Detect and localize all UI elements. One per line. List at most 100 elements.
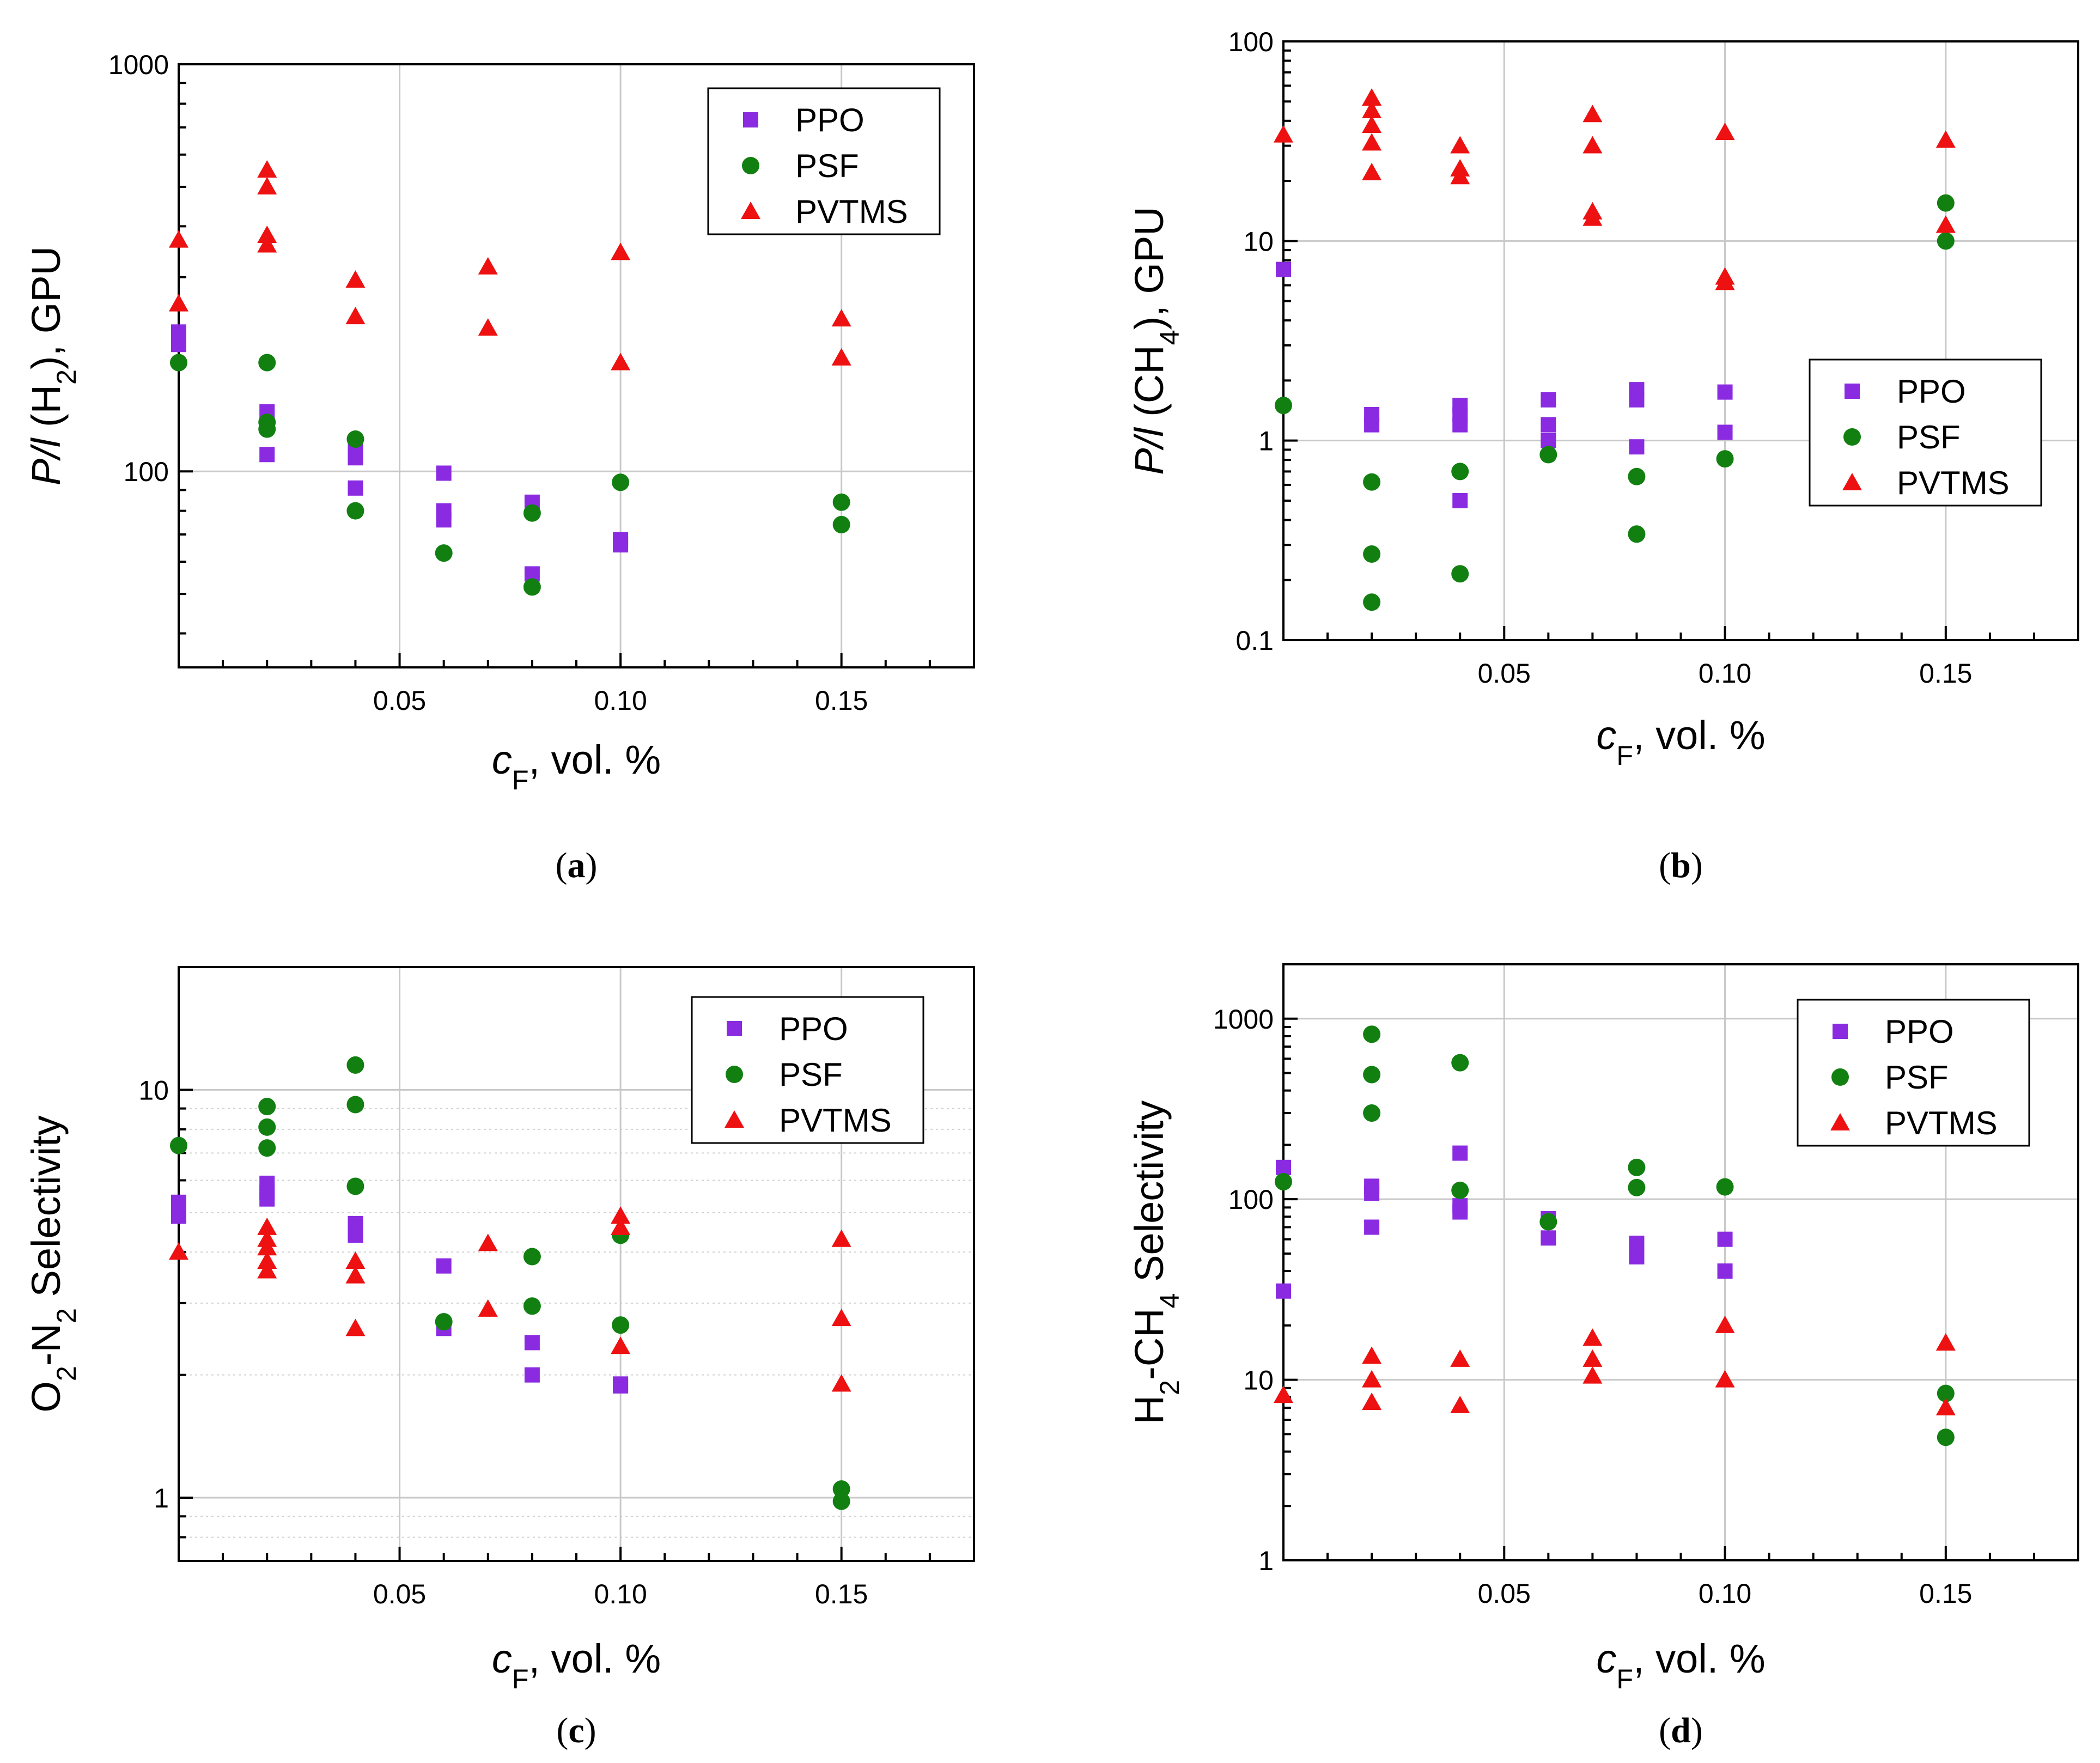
- x-tick-label: 0.10: [594, 685, 647, 716]
- data-point-psf: [258, 420, 276, 438]
- data-point-psf: [346, 502, 364, 520]
- data-point-psf: [170, 1136, 187, 1154]
- data-point-psf: [1937, 1428, 1955, 1446]
- panel-a: 0.05 0.10 0.15 100 1000 cF, vol. % P/l (H2), G…: [23, 50, 975, 885]
- data-point-pvtms: [1362, 88, 1382, 106]
- data-point-ppo: [1452, 1204, 1468, 1220]
- data-point-pvtms: [1582, 105, 1603, 123]
- y-tick-label: 10: [138, 1075, 169, 1105]
- legend-marker-psf: [1831, 1068, 1849, 1086]
- data-point-psf: [258, 1139, 276, 1157]
- data-point-pvtms: [257, 1217, 277, 1235]
- legend-marker-ppo: [1833, 1024, 1848, 1039]
- y-tick-label: 1: [1258, 1546, 1274, 1576]
- data-point-psf: [1539, 446, 1557, 464]
- data-point-ppo: [1541, 433, 1556, 448]
- data-point-ppo: [1452, 417, 1468, 433]
- data-point-ppo: [1452, 493, 1468, 508]
- data-point-psf: [1628, 1158, 1646, 1176]
- data-point-pvtms: [1935, 1397, 1956, 1415]
- data-point-ppo: [436, 1258, 452, 1274]
- data-point-pvtms: [1362, 133, 1382, 151]
- data-point-psf: [523, 1248, 541, 1266]
- x-tick-label: 0.10: [594, 1579, 647, 1609]
- data-point-pvtms: [1935, 1333, 1956, 1351]
- data-point-psf: [1937, 1384, 1955, 1402]
- x-axis-label: cF, vol. %: [1596, 713, 1765, 771]
- x-axis-label: cF, vol. %: [492, 1636, 661, 1694]
- data-point-psf: [1451, 1054, 1469, 1072]
- legend-marker-pvtms: [725, 1110, 744, 1128]
- legend-marker-ppo: [743, 112, 758, 127]
- data-point-pvtms: [257, 1238, 277, 1256]
- data-point-pvtms: [169, 1242, 188, 1260]
- data-point-pvtms: [1450, 1349, 1470, 1367]
- data-point-pvtms: [478, 257, 498, 275]
- x-axis-label: cF, vol. %: [1596, 1636, 1765, 1694]
- data-point-psf: [1539, 1213, 1557, 1231]
- data-point-ppo: [1364, 417, 1380, 433]
- data-point-ppo: [1541, 1230, 1556, 1246]
- legend-label-pvtms: PVTMS: [779, 1102, 892, 1139]
- panel-caption: (a): [556, 846, 598, 885]
- data-point-psf: [1275, 1173, 1292, 1191]
- data-point-ppo: [1276, 262, 1291, 277]
- legend: PPO PSF PVTMS: [691, 996, 924, 1144]
- panel-caption: (b): [1659, 846, 1703, 885]
- data-point-pvtms: [1274, 125, 1293, 143]
- plot-frame: [1282, 40, 2079, 641]
- series-pvtms: [169, 1206, 851, 1392]
- data-point-pvtms: [1935, 130, 1956, 148]
- y-tick-label: 1: [1258, 426, 1274, 457]
- data-point-pvtms: [478, 1299, 498, 1317]
- legend-label-pvtms: PVTMS: [1885, 1105, 1998, 1141]
- x-tick-label: 0.15: [815, 1579, 868, 1609]
- legend-label-ppo: PPO: [1885, 1013, 1954, 1050]
- legend-label-psf: PSF: [1885, 1059, 1949, 1096]
- data-point-pvtms: [1715, 1315, 1735, 1333]
- series-psf: [1275, 194, 1955, 611]
- data-point-pvtms: [345, 307, 366, 325]
- data-point-pvtms: [169, 230, 188, 248]
- y-axis-label: P/l (CH4), GPU: [1127, 206, 1185, 475]
- data-point-ppo: [436, 465, 452, 481]
- data-point-ppo: [524, 1367, 540, 1383]
- data-point-ppo: [1717, 424, 1733, 440]
- data-point-psf: [346, 430, 364, 448]
- data-point-psf: [435, 544, 453, 562]
- data-point-ppo: [1717, 1231, 1733, 1247]
- y-tick-label: 1: [154, 1483, 169, 1513]
- data-point-pvtms: [611, 1336, 631, 1354]
- data-point-psf: [346, 1056, 364, 1074]
- data-point-pvtms: [169, 294, 188, 312]
- series-psf: [170, 354, 850, 596]
- data-point-psf: [832, 493, 850, 511]
- data-point-pvtms: [1582, 1349, 1603, 1367]
- data-point-pvtms: [257, 1261, 277, 1279]
- data-point-pvtms: [831, 1374, 851, 1392]
- data-point-pvtms: [1582, 1366, 1603, 1384]
- x-tick-label: 0.15: [815, 685, 868, 716]
- legend-marker-psf: [742, 157, 759, 174]
- data-point-psf: [1716, 1178, 1734, 1196]
- legend: PPO PSF PVTMS: [1809, 358, 2042, 507]
- legend-marker-ppo: [727, 1021, 742, 1036]
- data-point-pvtms: [1450, 136, 1470, 154]
- x-tick-label: 0.15: [1919, 658, 1972, 689]
- panel-caption: (d): [1659, 1711, 1703, 1750]
- legend-label-pvtms: PVTMS: [795, 193, 908, 230]
- data-point-psf: [1363, 1066, 1381, 1084]
- data-point-pvtms: [831, 348, 851, 366]
- data-point-pvtms: [478, 1233, 498, 1251]
- data-point-pvtms: [257, 160, 277, 178]
- data-point-psf: [832, 515, 850, 533]
- legend-marker-psf: [726, 1066, 743, 1083]
- data-point-pvtms: [345, 1266, 366, 1284]
- legend: PPO PSF PVTMS: [1797, 999, 2030, 1147]
- y-tick-label: 100: [124, 457, 169, 487]
- data-point-psf: [258, 1098, 276, 1116]
- data-point-pvtms: [1715, 272, 1735, 290]
- legend: PPO PSF PVTMS: [707, 87, 941, 235]
- data-point-pvtms: [1715, 123, 1735, 141]
